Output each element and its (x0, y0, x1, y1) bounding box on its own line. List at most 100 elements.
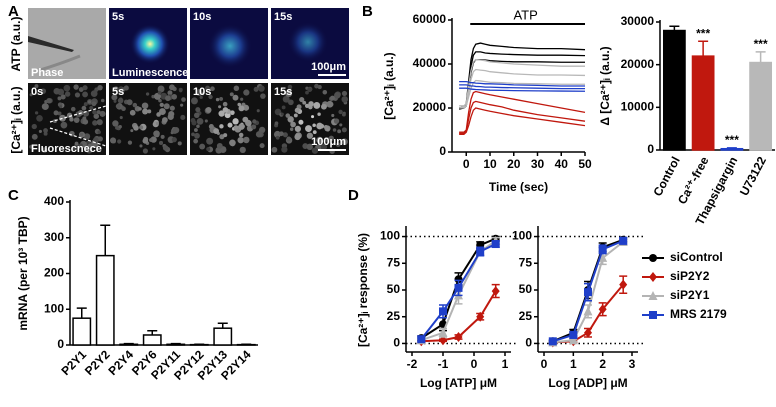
cell (190, 117, 196, 123)
cell (78, 87, 84, 92)
y-tick-label: 0 (439, 144, 446, 158)
cell (142, 138, 149, 144)
cell (305, 125, 312, 133)
cell (322, 89, 328, 95)
cell (82, 119, 89, 125)
cell (337, 129, 342, 134)
cell (323, 125, 328, 130)
cell (195, 89, 203, 96)
cell (145, 92, 150, 96)
cell (158, 108, 166, 116)
cell (155, 121, 159, 125)
cell (59, 105, 63, 109)
cell (273, 130, 281, 138)
series-line (459, 100, 586, 134)
cell (194, 128, 198, 132)
significance: *** (725, 133, 739, 147)
x-tick-label: Control (650, 154, 682, 198)
cell (63, 84, 71, 92)
scale-label: 100μm (311, 61, 346, 73)
cell (282, 95, 290, 103)
cell (289, 127, 294, 131)
marker (648, 291, 658, 300)
x-axis-label: Log [ATP] μM (420, 376, 497, 390)
y-tick-label: 20000 (621, 57, 655, 71)
cell (335, 142, 341, 148)
cell (117, 97, 124, 104)
y-tick-label: 20000 (413, 100, 447, 114)
cell (259, 143, 265, 149)
cell (60, 94, 66, 100)
cell (115, 103, 121, 109)
cell (206, 147, 211, 152)
y-tick-label: 60000 (413, 12, 447, 26)
cell (279, 131, 284, 137)
cell (162, 117, 168, 123)
marker (649, 254, 657, 262)
x-tick-label: 50 (578, 157, 592, 171)
cell (308, 101, 314, 107)
cell (167, 90, 173, 96)
panel-label: D (348, 187, 359, 204)
cell (280, 112, 284, 116)
cell (317, 112, 321, 116)
image-caption: Phase (31, 67, 63, 79)
cell (302, 100, 307, 105)
cell (298, 119, 304, 125)
cell (78, 143, 83, 148)
cell (293, 113, 298, 118)
bar (662, 29, 686, 151)
cell (199, 143, 206, 150)
cell (82, 91, 89, 98)
cell (153, 92, 161, 100)
cell (341, 90, 348, 97)
x-tick-label: P2Y2 (82, 347, 113, 378)
bar (95, 254, 115, 346)
cell (170, 131, 174, 135)
cell (237, 136, 244, 144)
cell (92, 109, 97, 115)
cell (31, 133, 38, 140)
cell (196, 124, 200, 129)
marker (476, 247, 485, 256)
cell (329, 95, 335, 101)
marker (649, 272, 657, 282)
cell (132, 102, 138, 108)
glow (288, 22, 328, 62)
cell (87, 100, 92, 104)
cell (219, 124, 224, 129)
panel-label: C (8, 187, 19, 204)
cell (251, 124, 257, 130)
cell (222, 101, 228, 107)
bar (119, 343, 139, 346)
cell (193, 138, 199, 144)
cell (238, 123, 245, 130)
cell (35, 91, 39, 95)
y-tick-label: 0 (393, 336, 400, 350)
cell (238, 132, 244, 138)
marker (598, 245, 607, 254)
cell (306, 143, 313, 151)
cell (31, 123, 37, 130)
cell (118, 125, 122, 129)
error-bar (147, 329, 158, 335)
cell (73, 84, 79, 90)
image-time: 0s (31, 86, 43, 98)
series-line (459, 87, 586, 92)
cell (171, 93, 178, 100)
cell (172, 126, 180, 134)
cell (208, 94, 213, 100)
cells (29, 83, 348, 154)
marker (598, 252, 608, 262)
marker (619, 279, 628, 290)
cell (274, 108, 282, 116)
y-tick-label: 75 (387, 255, 401, 269)
cell (258, 85, 265, 92)
legend-label: siP2Y1 (670, 288, 710, 302)
cell (177, 141, 182, 146)
cell (43, 128, 48, 133)
marker (569, 330, 578, 339)
cell (118, 89, 124, 95)
marker (454, 275, 463, 284)
cell (81, 105, 87, 111)
